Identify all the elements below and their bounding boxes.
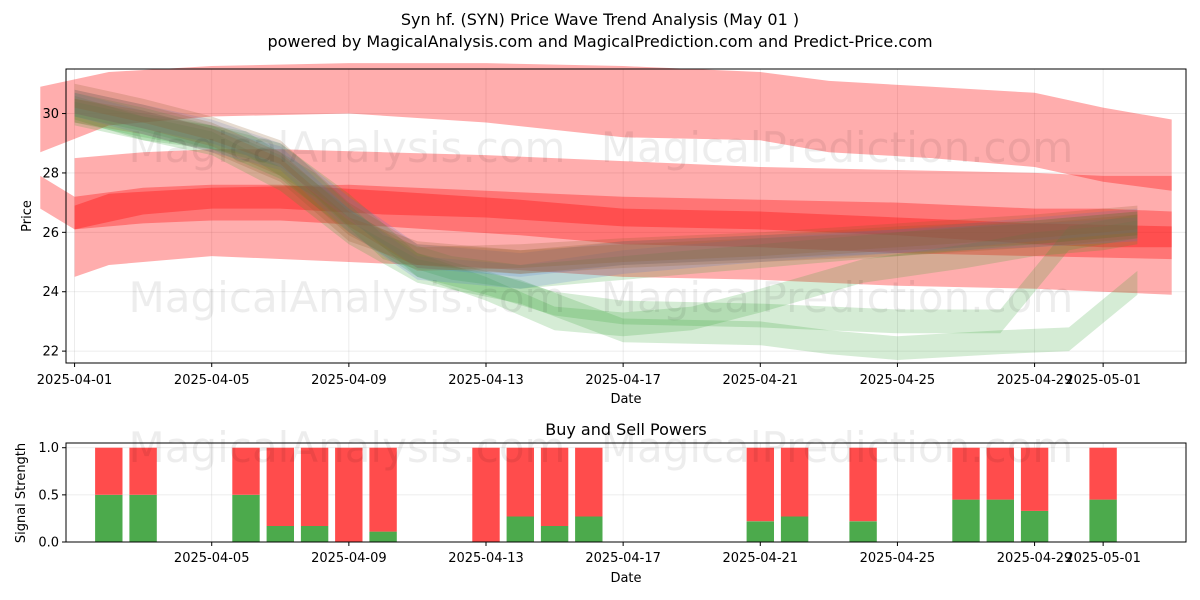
watermark-mid-left: MagicalAnalysis.com: [129, 273, 566, 322]
watermark-bottom-right: MagicalPrediction.com: [601, 423, 1074, 472]
price-plot-frame: [65, 68, 1187, 364]
sell-power-bar: [232, 447, 260, 495]
buy-power-bar: [129, 494, 157, 542]
chart-title-line1: Syn hf. (SYN) Price Wave Trend Analysis …: [401, 10, 799, 29]
price-plot: MagicalAnalysis.com MagicalPrediction.co…: [20, 63, 1187, 407]
price-x-tick-label: 2025-04-21: [723, 373, 799, 388]
price-y-axis-label: Price: [20, 200, 35, 232]
power-x-tick-label: 2025-04-17: [585, 551, 661, 566]
price-plot-area: [66, 69, 1186, 363]
sell-power-bar: [849, 447, 877, 522]
sell-power-bar: [986, 447, 1014, 500]
buy-power-bar: [540, 526, 569, 542]
price-y-tick-label: 28: [42, 166, 59, 181]
watermark-top-right: MagicalPrediction.com: [601, 123, 1074, 172]
brown-wave-band: [74, 98, 1138, 274]
price-x-ticks: 2025-04-01 2025-04-05 2025-04-09 2025-04-13…: [37, 363, 1141, 388]
buy-power-bar: [986, 499, 1014, 542]
buy-power-bar: [266, 526, 294, 542]
sell-power-bar: [1020, 447, 1049, 511]
sell-power-bar: [540, 447, 569, 526]
buy-power-bar: [1020, 510, 1049, 542]
red-wave-band: [40, 175, 1172, 260]
power-x-ticks: 2025-04-05 2025-04-09 2025-04-13 2025-04-17…: [174, 542, 1141, 566]
power-x-tick-label: 2025-04-21: [723, 551, 799, 566]
price-x-tick-label: 2025-04-01: [37, 373, 113, 388]
blue-wave-band: [74, 92, 1138, 289]
power-y-tick-label: 0.0: [38, 536, 59, 551]
red-wave-band: [40, 63, 1172, 191]
sell-power-bar: [369, 447, 397, 532]
sell-power-bar: [300, 447, 329, 526]
price-y-tick-label: 22: [42, 345, 59, 360]
green-wave-band: [74, 98, 1138, 289]
power-x-tick-label: 2025-05-01: [1065, 551, 1141, 566]
brown-wave-band: [74, 89, 1138, 271]
watermark-top-left: MagicalAnalysis.com: [129, 123, 566, 172]
red-wave-band: [74, 184, 1172, 295]
red-wave-band: [74, 149, 1172, 248]
buy-power-bar: [849, 521, 877, 542]
power-plot: Buy and Sell Powers MagicalAnalysis.com …: [14, 420, 1187, 586]
watermark-mid-right: MagicalPrediction.com: [601, 273, 1074, 322]
power-bars: [95, 447, 1117, 542]
buy-power-bar: [746, 521, 774, 542]
sell-power-bar: [780, 447, 809, 517]
power-x-tick-label: 2025-04-09: [311, 551, 387, 566]
power-y-tick-label: 1.0: [38, 441, 59, 456]
power-y-axis-label: Signal Strength: [14, 443, 29, 543]
buy-power-bar: [369, 531, 397, 542]
green-wave-band: [74, 101, 1138, 337]
power-x-axis-label: Date: [610, 571, 641, 586]
buy-power-bar: [780, 516, 809, 542]
buy-power-bar: [232, 494, 260, 542]
green-wave-band: [74, 95, 1138, 360]
buy-power-bar: [300, 526, 329, 542]
sell-power-bar: [266, 447, 294, 526]
power-y-ticks: 0.0 0.5 1.0: [38, 441, 66, 551]
price-y-ticks: 22 24 26 28 30: [42, 107, 66, 360]
price-x-tick-label: 2025-04-25: [860, 373, 936, 388]
price-y-tick-label: 24: [42, 285, 59, 300]
power-plot-title: Buy and Sell Powers: [545, 420, 707, 439]
power-x-tick-label: 2025-04-05: [174, 551, 250, 566]
buy-power-bar: [952, 499, 980, 542]
price-gridlines: [66, 69, 1186, 363]
price-x-tick-label: 2025-04-29: [997, 373, 1073, 388]
sell-power-bar: [129, 447, 157, 495]
power-x-tick-label: 2025-04-29: [997, 551, 1073, 566]
price-x-tick-label: 2025-04-13: [448, 373, 524, 388]
price-y-tick-label: 30: [42, 107, 59, 122]
buy-power-bar: [506, 516, 534, 542]
price-y-tick-label: 26: [42, 226, 59, 241]
price-wave-bands: [40, 63, 1172, 360]
chart-title-line2: powered by MagicalAnalysis.com and Magic…: [267, 32, 932, 51]
price-x-axis-label: Date: [610, 392, 641, 407]
price-x-tick-label: 2025-04-17: [585, 373, 661, 388]
power-x-tick-label: 2025-04-25: [860, 551, 936, 566]
watermark-bottom-left: MagicalAnalysis.com: [129, 423, 566, 472]
buy-power-bar: [95, 494, 123, 542]
sell-power-bar: [1089, 447, 1117, 500]
buy-power-bar: [575, 516, 603, 542]
sell-power-bar: [95, 447, 123, 495]
sell-power-bar: [472, 447, 500, 542]
power-y-tick-label: 0.5: [38, 488, 59, 503]
sell-power-bar: [506, 447, 534, 517]
buy-power-bar: [1089, 499, 1117, 542]
power-plot-frame: [65, 442, 1187, 543]
sell-power-bar: [575, 447, 603, 517]
sell-power-bar: [335, 447, 363, 542]
price-x-tick-label: 2025-05-01: [1065, 373, 1141, 388]
price-x-tick-label: 2025-04-05: [174, 373, 250, 388]
sell-power-bar: [952, 447, 980, 500]
sell-power-bar: [746, 447, 774, 522]
power-x-tick-label: 2025-04-13: [448, 551, 524, 566]
price-x-tick-label: 2025-04-09: [311, 373, 387, 388]
